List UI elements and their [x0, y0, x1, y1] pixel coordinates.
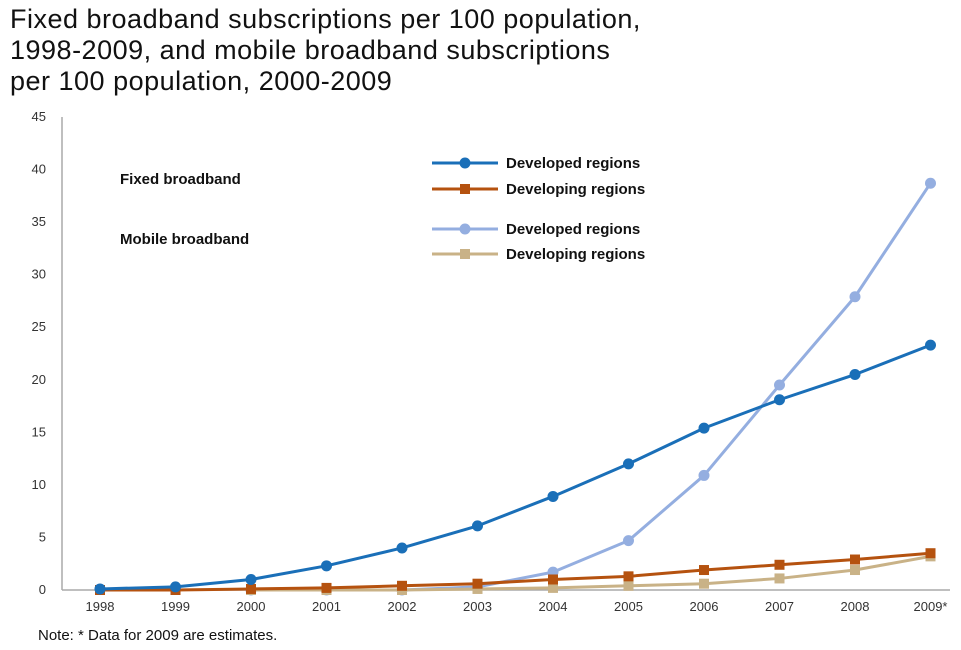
data-point	[774, 379, 785, 391]
line-chart: 0 5 10 15 20 25 30 35 40 45 1998 1999 2000 2001 2002 20…	[32, 109, 950, 614]
data-point	[623, 580, 634, 591]
legend-marker	[460, 184, 470, 194]
legend-label: Developing regions	[506, 246, 645, 263]
y-tick-label: 30	[32, 267, 46, 282]
x-tick-label: 2009*	[914, 599, 948, 614]
series-line	[100, 551, 931, 592]
data-point	[849, 291, 861, 303]
data-point	[245, 573, 257, 585]
data-point	[774, 394, 785, 406]
data-point	[397, 580, 407, 591]
legend-marker	[459, 223, 471, 235]
data-point	[246, 583, 256, 594]
footnote: Note: * Data for 2009 are estimates.	[38, 627, 278, 644]
data-point	[925, 177, 936, 189]
data-point	[623, 458, 634, 470]
data-point	[698, 422, 710, 434]
legend-marker	[459, 157, 471, 169]
data-point	[170, 581, 181, 593]
x-tick-label: 2008	[841, 599, 870, 614]
x-tick-label: 1998	[86, 599, 115, 614]
x-tick-label: 2003	[463, 599, 492, 614]
data-point	[547, 490, 559, 502]
chart-title: Fixed broadband subscriptions per 100 po…	[10, 4, 940, 97]
series-line	[251, 554, 931, 592]
data-point	[698, 469, 710, 481]
data-point	[321, 560, 332, 572]
legend-label: Developed regions	[506, 221, 640, 238]
x-tick-label: 2001	[312, 599, 341, 614]
y-tick-label: 40	[32, 162, 46, 177]
x-tick-label: 2002	[388, 599, 417, 614]
legend-group-label: Fixed broadband	[120, 171, 241, 188]
data-point	[548, 582, 558, 593]
y-tick-label: 10	[32, 477, 46, 492]
x-tick-label: 2004	[539, 599, 568, 614]
data-point	[472, 583, 483, 594]
series-line	[251, 182, 932, 592]
x-tick-label: 2005	[614, 599, 643, 614]
legend-label: Developing regions	[506, 181, 645, 198]
data-point	[472, 578, 483, 589]
x-tick-label: 2006	[690, 599, 719, 614]
y-tick-label: 45	[32, 109, 46, 124]
data-point	[850, 554, 860, 565]
chart-title-line: Fixed broadband subscriptions per 100 po…	[10, 4, 641, 34]
y-tick-label: 35	[32, 214, 46, 229]
chart-title-line: per 100 population, 2000-2009	[10, 66, 393, 96]
series-line	[99, 343, 932, 591]
data-point	[623, 571, 634, 582]
data-point	[849, 369, 861, 381]
data-point	[699, 565, 709, 576]
chart-title-line: 1998-2009, and mobile broadband subscrip…	[10, 35, 611, 65]
data-point	[548, 574, 558, 585]
data-point	[699, 578, 709, 589]
y-tick-label: 15	[32, 424, 46, 439]
x-tick-label: 1999	[161, 599, 190, 614]
data-point	[321, 582, 332, 593]
y-tick-label: 25	[32, 319, 46, 334]
data-point	[925, 548, 936, 559]
data-point	[774, 573, 785, 584]
x-tick-label: 2000	[237, 599, 266, 614]
y-tick-label: 5	[39, 529, 46, 544]
legend-group-label: Mobile broadband	[120, 231, 249, 248]
data-point	[623, 535, 634, 547]
y-tick-label: 20	[32, 372, 46, 387]
x-tick-label: 2007	[765, 599, 794, 614]
data-point	[472, 520, 483, 532]
data-point	[396, 542, 408, 554]
legend-marker	[460, 249, 470, 259]
data-point	[850, 565, 860, 576]
y-tick-label: 0	[39, 582, 46, 597]
data-point	[925, 339, 936, 351]
legend-label: Developed regions	[506, 155, 640, 172]
data-point	[94, 583, 106, 595]
data-point	[774, 559, 785, 570]
